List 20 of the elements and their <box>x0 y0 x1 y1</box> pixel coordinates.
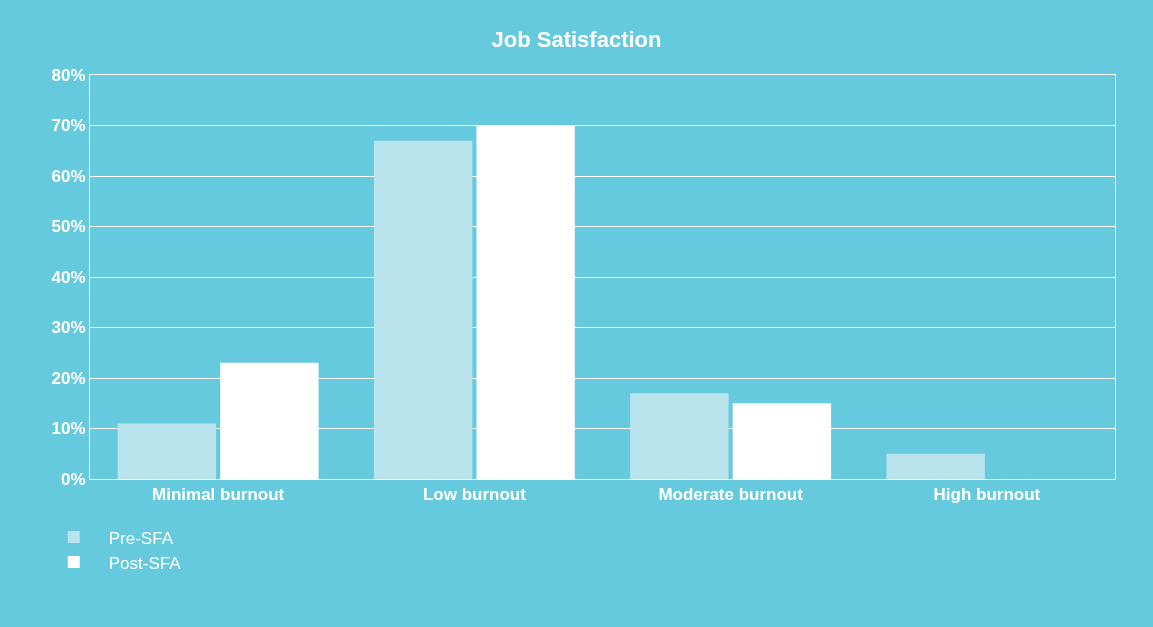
y-tick-label: 10% <box>51 419 86 439</box>
bar <box>117 423 217 479</box>
y-tick-label: 0% <box>61 469 86 489</box>
x-tick-label: Low burnout <box>422 485 527 505</box>
y-tick-label: 60% <box>51 166 86 186</box>
y-tick-label: 30% <box>51 318 86 338</box>
x-tick-label: Minimal burnout <box>152 485 285 505</box>
y-tick-label: 20% <box>51 368 86 388</box>
x-tick-label: High burnout <box>933 485 1041 505</box>
y-tick-label: 80% <box>51 65 86 85</box>
y-tick-label: 40% <box>51 267 86 287</box>
y-tick-label: 50% <box>51 217 86 237</box>
bar <box>373 140 473 479</box>
chart-title: Job Satisfaction <box>491 26 662 52</box>
bar <box>886 453 985 479</box>
legend-label: Post-SFA <box>108 553 182 573</box>
legend-label: Pre-SFA <box>108 528 174 548</box>
bar <box>630 393 729 479</box>
y-tick-label: 70% <box>51 116 86 136</box>
x-tick-label: Moderate burnout <box>658 485 804 505</box>
